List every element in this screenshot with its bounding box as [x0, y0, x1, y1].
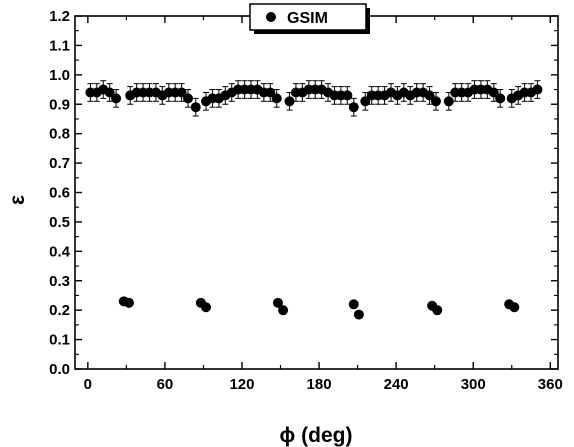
- y-tick-label: 0.7: [49, 155, 70, 172]
- data-point-lower: [353, 309, 364, 320]
- y-tick-label: 0.4: [49, 243, 71, 260]
- x-tick-label: 240: [384, 376, 409, 393]
- y-tick-label: 1.0: [49, 67, 70, 84]
- data-point-upper: [443, 96, 454, 107]
- data-point-upper: [265, 87, 276, 98]
- data-points: [85, 84, 543, 320]
- x-tick-label: 300: [461, 376, 486, 393]
- data-point-lower: [509, 302, 520, 313]
- x-tick-label: 120: [229, 376, 254, 393]
- data-point-lower: [348, 299, 359, 310]
- y-tick-label: 0.2: [49, 302, 70, 319]
- data-point-lower: [432, 305, 443, 316]
- data-point-lower: [272, 297, 283, 308]
- data-point-upper: [424, 90, 435, 101]
- y-tick-label: 0.3: [49, 273, 70, 290]
- legend-marker: [266, 12, 276, 22]
- y-tick-label: 0.5: [49, 214, 70, 231]
- y-tick-label: 0.8: [49, 126, 70, 143]
- data-point-lower: [201, 302, 212, 313]
- data-point-upper: [104, 87, 115, 98]
- data-point-lower: [278, 305, 289, 316]
- data-point-upper: [183, 93, 194, 104]
- x-axis-title: ϕ (deg): [280, 424, 353, 447]
- x-tick-label: 180: [307, 376, 332, 393]
- data-point-upper: [360, 96, 371, 107]
- data-point-upper: [271, 93, 282, 104]
- data-point-upper: [176, 87, 187, 98]
- data-point-upper: [348, 102, 359, 113]
- data-point-upper: [284, 96, 295, 107]
- data-point-upper: [111, 93, 122, 104]
- axis-ticks: 0 60 120 180 240 300 360 0.0 0.1 0.2 0.3 0.4 0.5 0.6 0…: [49, 8, 563, 393]
- y-tick-label: 0.9: [49, 96, 70, 113]
- data-point-upper: [342, 90, 353, 101]
- y-tick-label: 1.2: [49, 8, 70, 25]
- y-tick-label: 1.1: [49, 37, 70, 54]
- data-point-upper: [190, 102, 201, 113]
- legend-label: GSIM: [287, 10, 328, 27]
- y-tick-label: 0.6: [49, 185, 70, 202]
- data-point-lower: [123, 297, 134, 308]
- plot-frame: [74, 15, 559, 370]
- legend: GSIM: [249, 3, 370, 34]
- y-tick-label: 0.1: [49, 332, 70, 349]
- x-tick-label: 60: [157, 376, 174, 393]
- y-axis-title: ε: [6, 195, 29, 205]
- data-point-upper: [488, 87, 499, 98]
- x-tick-label: 360: [538, 376, 563, 393]
- data-point-upper: [532, 84, 543, 95]
- x-tick-label: 0: [84, 376, 92, 393]
- data-point-upper: [495, 93, 506, 104]
- y-tick-label: 0.0: [49, 361, 70, 378]
- data-point-upper: [430, 96, 441, 107]
